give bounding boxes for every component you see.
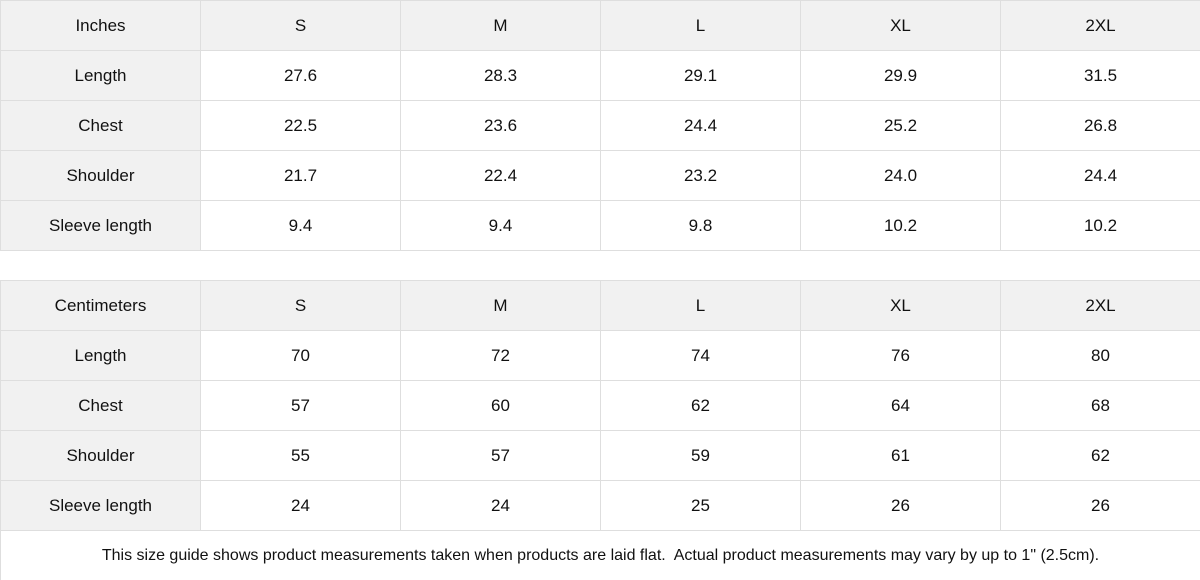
column-header-2xl: 2XL: [1000, 280, 1200, 331]
measurement-cell: 70: [200, 330, 401, 381]
measurement-cell: 57: [400, 430, 601, 481]
column-header-s: S: [200, 0, 401, 51]
measurement-cell: 68: [1000, 380, 1200, 431]
measurement-cell: 64: [800, 380, 1001, 431]
row-label-chest: Chest: [0, 100, 201, 151]
measurement-cell: 22.4: [400, 150, 601, 201]
column-header-l: L: [600, 280, 801, 331]
measurement-cell: 22.5: [200, 100, 401, 151]
measurement-cell: 61: [800, 430, 1001, 481]
measurement-cell: 80: [1000, 330, 1200, 381]
measurement-cell: 23.2: [600, 150, 801, 201]
measurement-cell: 28.3: [400, 50, 601, 101]
column-header-l: L: [600, 0, 801, 51]
unit-header-inches: Inches: [0, 0, 201, 51]
column-header-s: S: [200, 280, 401, 331]
measurement-cell: 9.8: [600, 200, 801, 251]
measurement-cell: 24.4: [1000, 150, 1200, 201]
table-row-shoulder: Shoulder 21.7 22.4 23.2 24.0 24.4: [0, 150, 1200, 201]
column-header-xl: XL: [800, 280, 1001, 331]
row-label-shoulder: Shoulder: [0, 430, 201, 481]
measurement-cell: 23.6: [400, 100, 601, 151]
measurement-cell: 25.2: [800, 100, 1001, 151]
measurement-cell: 60: [400, 380, 601, 431]
row-label-sleeve-length: Sleeve length: [0, 200, 201, 251]
size-guide-note: This size guide shows product measuremen…: [0, 530, 1200, 580]
table-row-shoulder: Shoulder 55 57 59 61 62: [0, 430, 1200, 481]
measurement-cell: 55: [200, 430, 401, 481]
table-row-chest: Chest 22.5 23.6 24.4 25.2 26.8: [0, 100, 1200, 151]
measurement-cell: 72: [400, 330, 601, 381]
column-header-xl: XL: [800, 0, 1001, 51]
measurement-cell: 26: [800, 480, 1001, 531]
measurement-cell: 27.6: [200, 50, 401, 101]
column-header-m: M: [400, 280, 601, 331]
measurement-cell: 10.2: [800, 200, 1001, 251]
measurement-cell: 25: [600, 480, 801, 531]
row-label-chest: Chest: [0, 380, 201, 431]
table-header-row: Inches S M L XL 2XL: [0, 0, 1200, 51]
size-table-inches: Inches S M L XL 2XL Length 27.6 28.3 29.…: [0, 0, 1200, 251]
row-label-length: Length: [0, 50, 201, 101]
table-gap: [0, 251, 1200, 280]
measurement-cell: 24.0: [800, 150, 1001, 201]
unit-header-centimeters: Centimeters: [0, 280, 201, 331]
measurement-cell: 57: [200, 380, 401, 431]
measurement-cell: 10.2: [1000, 200, 1200, 251]
measurement-cell: 29.9: [800, 50, 1001, 101]
measurement-cell: 26: [1000, 480, 1200, 531]
measurement-cell: 24: [400, 480, 601, 531]
size-table-centimeters: Centimeters S M L XL 2XL Length 70 72 74…: [0, 280, 1200, 580]
measurement-cell: 74: [600, 330, 801, 381]
measurement-cell: 24: [200, 480, 401, 531]
measurement-cell: 59: [600, 430, 801, 481]
row-label-shoulder: Shoulder: [0, 150, 201, 201]
measurement-cell: 24.4: [600, 100, 801, 151]
table-row-length: Length 27.6 28.3 29.1 29.9 31.5: [0, 50, 1200, 101]
measurement-cell: 9.4: [200, 200, 401, 251]
table-row-sleeve-length: Sleeve length 9.4 9.4 9.8 10.2 10.2: [0, 200, 1200, 251]
table-row-chest: Chest 57 60 62 64 68: [0, 380, 1200, 431]
measurement-cell: 76: [800, 330, 1001, 381]
measurement-cell: 31.5: [1000, 50, 1200, 101]
measurement-cell: 21.7: [200, 150, 401, 201]
row-label-length: Length: [0, 330, 201, 381]
measurement-cell: 29.1: [600, 50, 801, 101]
measurement-cell: 26.8: [1000, 100, 1200, 151]
measurement-cell: 9.4: [400, 200, 601, 251]
table-row-sleeve-length: Sleeve length 24 24 25 26 26: [0, 480, 1200, 531]
measurement-cell: 62: [600, 380, 801, 431]
row-label-sleeve-length: Sleeve length: [0, 480, 201, 531]
table-row-length: Length 70 72 74 76 80: [0, 330, 1200, 381]
footer-note-row: This size guide shows product measuremen…: [0, 530, 1200, 580]
table-header-row: Centimeters S M L XL 2XL: [0, 280, 1200, 331]
column-header-m: M: [400, 0, 601, 51]
measurement-cell: 62: [1000, 430, 1200, 481]
column-header-2xl: 2XL: [1000, 0, 1200, 51]
